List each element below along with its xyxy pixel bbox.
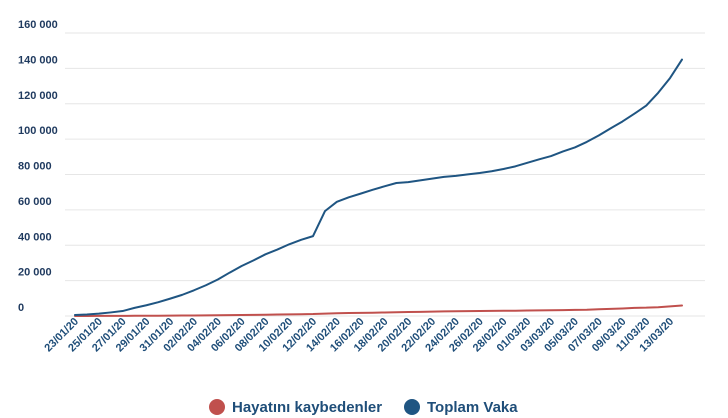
legend: Hayatını kaybedenler Toplam Vaka — [209, 399, 518, 416]
grid-layer — [65, 32, 705, 317]
y-tick-label: 60 000 — [18, 196, 52, 208]
legend-label-deaths: Hayatını kaybedenler — [232, 399, 382, 416]
y-tick-label: 0 — [18, 302, 24, 314]
legend-marker-total-cases — [404, 399, 420, 415]
y-tick-label: 140 000 — [18, 54, 58, 66]
y-tick-label: 40 000 — [18, 231, 52, 243]
series-layer — [74, 58, 683, 317]
y-tick-label: 100 000 — [18, 125, 58, 137]
y-tick-label: 120 000 — [18, 90, 58, 102]
y-tick-label: 20 000 — [18, 267, 52, 279]
y-axis-tick-labels: 0 20 000 40 000 60 000 80 000 100 000 120 000 1… — [18, 19, 58, 314]
y-tick-label: 80 000 — [18, 161, 52, 173]
legend-marker-deaths — [209, 399, 225, 415]
y-tick-label: 160 000 — [18, 19, 58, 31]
series-line-total-cases — [74, 58, 683, 316]
series-line-deaths — [74, 304, 683, 317]
legend-label-total-cases: Toplam Vaka — [427, 399, 518, 416]
x-axis-tick-labels: 23/01/2025/01/2027/01/2029/01/2031/01/20… — [42, 316, 676, 355]
